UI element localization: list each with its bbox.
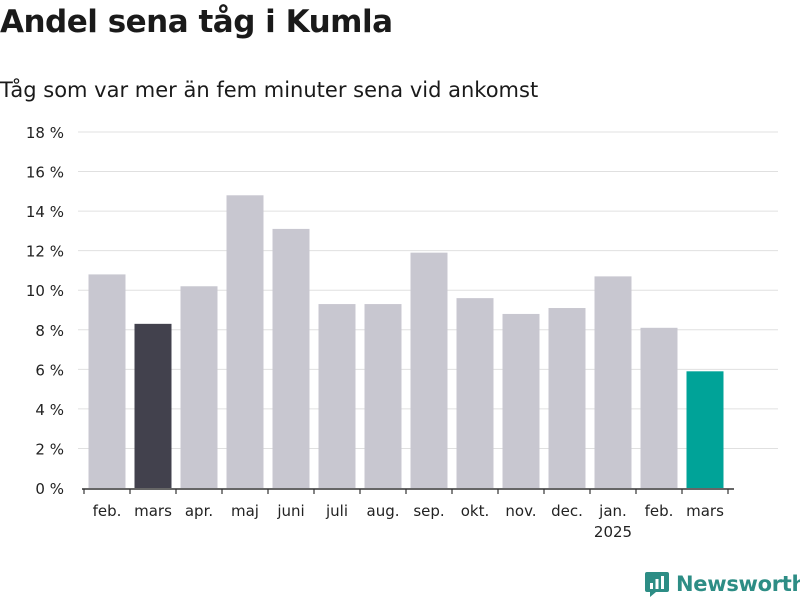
y-tick-label: 12 % (26, 243, 64, 261)
y-tick-label: 4 % (35, 401, 64, 419)
y-tick-label: 14 % (26, 203, 64, 221)
bar (180, 286, 218, 488)
y-tick-label: 0 % (35, 480, 64, 498)
bar (226, 195, 264, 489)
bar (318, 304, 356, 488)
x-tick-label: apr. (185, 502, 213, 520)
chart-subtitle: Tåg som var mer än fem minuter sena vid … (0, 78, 539, 102)
x-tick-label: feb. (645, 502, 674, 520)
bar (410, 252, 448, 488)
x-tick-label: maj (231, 502, 259, 520)
x-tick-label: nov. (505, 502, 536, 520)
x-tick-label: mars (134, 502, 172, 520)
x-tick-label: aug. (367, 502, 400, 520)
bar (640, 327, 678, 488)
x-tick-label: jan. (598, 502, 627, 520)
x-tick-label: feb. (93, 502, 122, 520)
bar (364, 304, 402, 488)
x-tick-label: okt. (461, 502, 490, 520)
x-tick-label: juli (325, 502, 348, 520)
y-tick-label: 10 % (26, 282, 64, 300)
bar (686, 371, 724, 488)
y-tick-label: 2 % (35, 440, 64, 458)
y-tick-label: 8 % (35, 322, 64, 340)
x-tick-label: mars (686, 502, 724, 520)
y-tick-label: 6 % (35, 361, 64, 379)
x-tick-label: dec. (551, 502, 583, 520)
brand-logo: Newsworthy (644, 570, 800, 598)
bar (272, 228, 310, 488)
y-tick-label: 18 % (26, 124, 64, 142)
newsworthy-logo-icon (645, 572, 669, 597)
bar (502, 313, 540, 488)
y-tick-label: 16 % (26, 164, 64, 182)
bar (456, 298, 494, 488)
bar (548, 308, 586, 488)
brand-name: Newsworthy (676, 572, 800, 596)
bar (134, 323, 172, 488)
bar (594, 276, 632, 488)
x-tick-year-label: 2025 (594, 523, 632, 541)
bar (88, 274, 126, 488)
x-tick-label: juni (276, 502, 304, 520)
x-tick-label: sep. (413, 502, 444, 520)
chart-title: Andel sena tåg i Kumla (0, 4, 393, 40)
